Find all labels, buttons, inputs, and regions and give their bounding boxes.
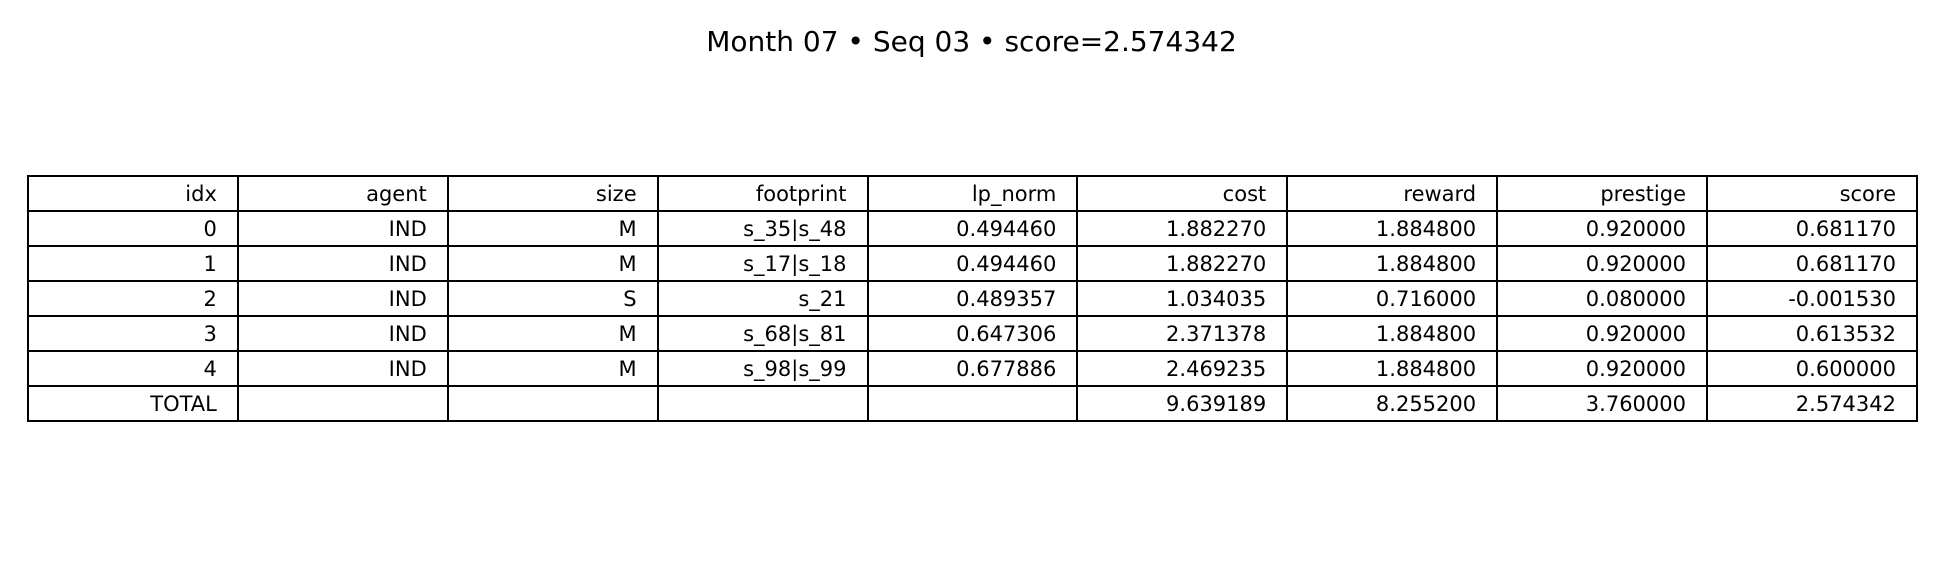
table-cell-reward: 8.255200 xyxy=(1286,385,1499,422)
table-header-row: idx agent size footprint lp_norm cost reward pr… xyxy=(27,175,1918,212)
table-cell-prestige: 0.920000 xyxy=(1496,245,1708,282)
table-cell-lp-norm: 0.494460 xyxy=(866,210,1079,247)
table-cell-prestige: 3.760000 xyxy=(1496,385,1708,422)
table-cell-prestige: 0.920000 xyxy=(1496,315,1708,352)
table-cell-size: M xyxy=(446,210,659,247)
table-cell-reward: 1.884800 xyxy=(1286,315,1499,352)
table-cell-reward: 0.716000 xyxy=(1286,280,1499,317)
table-cell-agent: IND xyxy=(236,245,449,282)
table-cell-idx: 2 xyxy=(27,280,239,317)
table-cell-idx: 3 xyxy=(27,315,239,352)
table-cell-lp-norm: 0.494460 xyxy=(866,245,1079,282)
table-cell-size: S xyxy=(446,280,659,317)
table-cell-footprint: s_21 xyxy=(656,280,869,317)
table-cell-footprint: s_68|s_81 xyxy=(656,315,869,352)
table-cell-cost: 1.882270 xyxy=(1076,245,1289,282)
table-cell-score: 0.600000 xyxy=(1706,350,1918,387)
table-cell-cost: 1.034035 xyxy=(1076,280,1289,317)
column-header-reward: reward xyxy=(1286,175,1499,212)
table-cell-cost: 9.639189 xyxy=(1076,385,1289,422)
table-cell-agent: IND xyxy=(236,350,449,387)
column-header-size: size xyxy=(446,175,659,212)
table-cell-lp-norm: 0.647306 xyxy=(866,315,1079,352)
table-cell-footprint xyxy=(656,385,869,422)
table-cell-idx: TOTAL xyxy=(27,385,239,422)
table-cell-score: 2.574342 xyxy=(1706,385,1918,422)
table-cell-score: -0.001530 xyxy=(1706,280,1918,317)
table-cell-footprint: s_35|s_48 xyxy=(656,210,869,247)
table-cell-score: 0.613532 xyxy=(1706,315,1918,352)
table-cell-idx: 4 xyxy=(27,350,239,387)
table-cell-reward: 1.884800 xyxy=(1286,350,1499,387)
table-cell-size: M xyxy=(446,350,659,387)
table-cell-footprint: s_17|s_18 xyxy=(656,245,869,282)
column-header-cost: cost xyxy=(1076,175,1289,212)
table-cell-agent xyxy=(236,385,449,422)
table-cell-lp-norm xyxy=(866,385,1079,422)
chart-title: Month 07 • Seq 03 • score=2.574342 xyxy=(706,25,1237,58)
total-row: TOTAL 9.639189 8.255200 3.760000 2.574342 xyxy=(27,385,1918,422)
column-header-footprint: footprint xyxy=(656,175,869,212)
table-cell-cost: 2.469235 xyxy=(1076,350,1289,387)
column-header-score: score xyxy=(1706,175,1918,212)
table-cell-cost: 2.371378 xyxy=(1076,315,1289,352)
table-cell-lp-norm: 0.677886 xyxy=(866,350,1079,387)
column-header-agent: agent xyxy=(236,175,449,212)
table-cell-size: M xyxy=(446,315,659,352)
table-cell-prestige: 0.080000 xyxy=(1496,280,1708,317)
table-cell-lp-norm: 0.489357 xyxy=(866,280,1079,317)
table-cell-agent: IND xyxy=(236,280,449,317)
table-cell-prestige: 0.920000 xyxy=(1496,210,1708,247)
table-cell-agent: IND xyxy=(236,315,449,352)
column-header-lp-norm: lp_norm xyxy=(866,175,1079,212)
table-cell-size xyxy=(446,385,659,422)
table-cell-cost: 1.882270 xyxy=(1076,210,1289,247)
table-cell-score: 0.681170 xyxy=(1706,245,1918,282)
column-header-prestige: prestige xyxy=(1496,175,1708,212)
table-cell-footprint: s_98|s_99 xyxy=(656,350,869,387)
table-cell-score: 0.681170 xyxy=(1706,210,1918,247)
table-cell-reward: 1.884800 xyxy=(1286,210,1499,247)
column-header-idx: idx xyxy=(27,175,239,212)
data-table: idx agent size footprint lp_norm cost reward pr… xyxy=(27,175,1918,422)
table-cell-idx: 0 xyxy=(27,210,239,247)
table-cell-idx: 1 xyxy=(27,245,239,282)
table-cell-reward: 1.884800 xyxy=(1286,245,1499,282)
table-cell-prestige: 0.920000 xyxy=(1496,350,1708,387)
table-cell-size: M xyxy=(446,245,659,282)
table-cell-agent: IND xyxy=(236,210,449,247)
